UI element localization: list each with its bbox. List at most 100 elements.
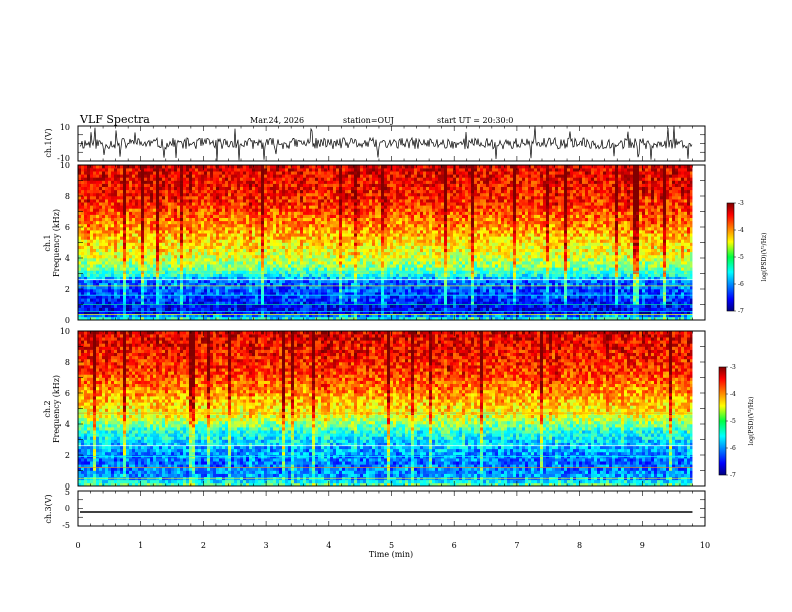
ch1-spectrogram-cell bbox=[357, 292, 361, 296]
ch1-spectrogram-cell bbox=[300, 236, 304, 240]
ch1-spectrogram-cell bbox=[174, 295, 178, 299]
ch1-spectrogram-cell bbox=[288, 251, 292, 256]
ch1-spectrogram-cell bbox=[261, 223, 265, 228]
ch1-spectrogram-cell bbox=[306, 254, 310, 259]
ch1-spectrogram-cell bbox=[261, 192, 265, 197]
ch1-spectrogram-cell bbox=[81, 307, 85, 311]
ch1-spectrogram-cell bbox=[306, 174, 310, 178]
ch1-spectrogram-cell bbox=[90, 292, 94, 296]
ch1-spectrogram-cell bbox=[93, 217, 97, 222]
ch1-spectrogram-cell bbox=[318, 292, 322, 296]
ch1-spectrogram-cell bbox=[144, 279, 148, 284]
ch1-spectrogram-cell bbox=[180, 227, 184, 231]
ch1-spectrogram-cell bbox=[102, 186, 106, 191]
ch1-spectrogram-cell bbox=[282, 316, 286, 321]
ch1-spectrogram-cell bbox=[84, 251, 88, 256]
ch1-spectrogram-cell bbox=[333, 292, 337, 296]
ch1-spectrogram-cell bbox=[282, 233, 286, 237]
ch1-spectrogram-cell bbox=[78, 165, 82, 169]
ch1-spectrogram-cell bbox=[93, 183, 97, 187]
ch1-spectrogram-cell bbox=[222, 282, 226, 287]
ch1-spectrogram-cell bbox=[285, 180, 289, 184]
ch1-spectrogram-cell bbox=[126, 230, 130, 234]
ch1-spectrogram-cell bbox=[153, 214, 157, 218]
ch1-spectrogram-cell bbox=[156, 285, 160, 290]
ch1-spectrogram-cell bbox=[363, 307, 367, 311]
ch1-spectrogram-cell bbox=[333, 307, 337, 311]
ch1-spectrogram-cell bbox=[171, 168, 175, 172]
ch1-spectrogram-cell bbox=[129, 214, 133, 218]
ch1-spectrogram-cell bbox=[240, 239, 244, 243]
ch1-spectrogram-cell bbox=[93, 254, 97, 259]
ch1-spectrogram-cell bbox=[234, 316, 238, 321]
ch1-spectrogram-cell bbox=[258, 236, 262, 240]
ch1-spectrogram-cell bbox=[252, 285, 256, 290]
ch1-spectrogram-cell bbox=[198, 196, 202, 200]
ch1-spectrogram-cell bbox=[186, 208, 190, 212]
ch1-spectrogram-cell bbox=[153, 208, 157, 212]
ch1-spectrogram-cell bbox=[201, 208, 205, 212]
ch1-spectrogram-cell bbox=[81, 276, 85, 280]
ch1-spectrogram-cell bbox=[309, 254, 313, 259]
ch1-spectrogram-cell bbox=[195, 267, 199, 271]
ch1-spectrogram-cell bbox=[201, 199, 205, 203]
ch1-spectrogram-cell bbox=[303, 171, 307, 175]
ch1-spectrogram-cell bbox=[312, 245, 316, 249]
ch1-spectrogram-cell bbox=[90, 227, 94, 231]
ch1-spectrogram-cell bbox=[303, 279, 307, 284]
ch1-spectrogram-cell bbox=[318, 211, 322, 215]
ch1-spectrogram-cell bbox=[285, 313, 289, 318]
ch1-spectrogram-cell bbox=[156, 189, 160, 194]
ch1-spectrogram-cell bbox=[303, 196, 307, 200]
ch1-spectrogram-cell bbox=[141, 242, 145, 246]
ch1-spectrogram-cell bbox=[126, 236, 130, 240]
ch1-spectrogram-cell bbox=[177, 289, 181, 293]
ch1-spectrogram-cell bbox=[78, 310, 82, 315]
ch1-spectrogram-cell bbox=[342, 273, 346, 277]
ch1-spectrogram-cell bbox=[189, 304, 193, 308]
ch1-spectrogram-cell bbox=[366, 189, 370, 194]
ch1-spectrogram-cell bbox=[303, 183, 307, 187]
ch1-spectrogram-cell bbox=[81, 251, 85, 256]
ch1-spectrogram-cell bbox=[237, 258, 241, 262]
ch1-spectrogram-cell bbox=[105, 171, 109, 175]
ch1-spectrogram-cell bbox=[219, 292, 223, 296]
ch1-spectrogram-cell bbox=[363, 276, 367, 280]
ch1-spectrogram-cell bbox=[294, 196, 298, 200]
ch1-spectrogram-cell bbox=[297, 245, 301, 249]
ch1-spectrogram-cell bbox=[120, 239, 124, 243]
ch1-spectrogram-cell bbox=[321, 292, 325, 296]
ch1-spectrogram-cell bbox=[339, 177, 343, 181]
ch1-spectrogram-cell bbox=[204, 298, 208, 302]
ch1-spectrogram-cell bbox=[324, 183, 328, 187]
ch1-spectrogram-cell bbox=[201, 189, 205, 194]
ch1-spectrogram-cell bbox=[297, 168, 301, 172]
ch1-spectrogram-cell bbox=[270, 230, 274, 234]
ch1-spectrogram-cell bbox=[111, 214, 115, 218]
ch1-spectrogram-cell bbox=[366, 301, 370, 305]
ch1-spectrogram-cell bbox=[150, 251, 154, 256]
ch1-spectrogram-cell bbox=[255, 192, 259, 197]
ch1-spectrogram-cell bbox=[213, 165, 217, 169]
ch1-spectrogram-cell bbox=[354, 180, 358, 184]
ch1-spectrogram-cell bbox=[282, 248, 286, 253]
ch1-spectrogram-cell bbox=[315, 285, 319, 290]
ch1-spectrogram-cell bbox=[96, 230, 100, 234]
ch1-spectrogram-cell bbox=[288, 307, 292, 311]
ch1-spectrogram-cell bbox=[258, 217, 262, 222]
ch1-spectrogram-cell bbox=[183, 174, 187, 178]
ch1-spectrogram-cell bbox=[78, 316, 82, 321]
ch1-spectrogram-cell bbox=[309, 279, 313, 284]
ch1-spectrogram-cell bbox=[174, 205, 178, 209]
ch1-spectrogram-cell bbox=[255, 313, 259, 318]
ch1-spectrogram-cell bbox=[132, 282, 136, 287]
ch1-spectrogram-cell bbox=[135, 233, 139, 237]
ch1-spectrogram-cell bbox=[126, 292, 130, 296]
ch1-spectrogram-cell bbox=[216, 192, 220, 197]
ch1-spectrogram-cell bbox=[120, 230, 124, 234]
ch1-spectrogram-cell bbox=[225, 174, 229, 178]
ch1-spectrogram-cell bbox=[150, 211, 154, 215]
ch1-spectrogram-cell bbox=[297, 251, 301, 256]
ch1-spectrogram-cell bbox=[216, 292, 220, 296]
ch1-spectrogram-cell bbox=[225, 310, 229, 315]
